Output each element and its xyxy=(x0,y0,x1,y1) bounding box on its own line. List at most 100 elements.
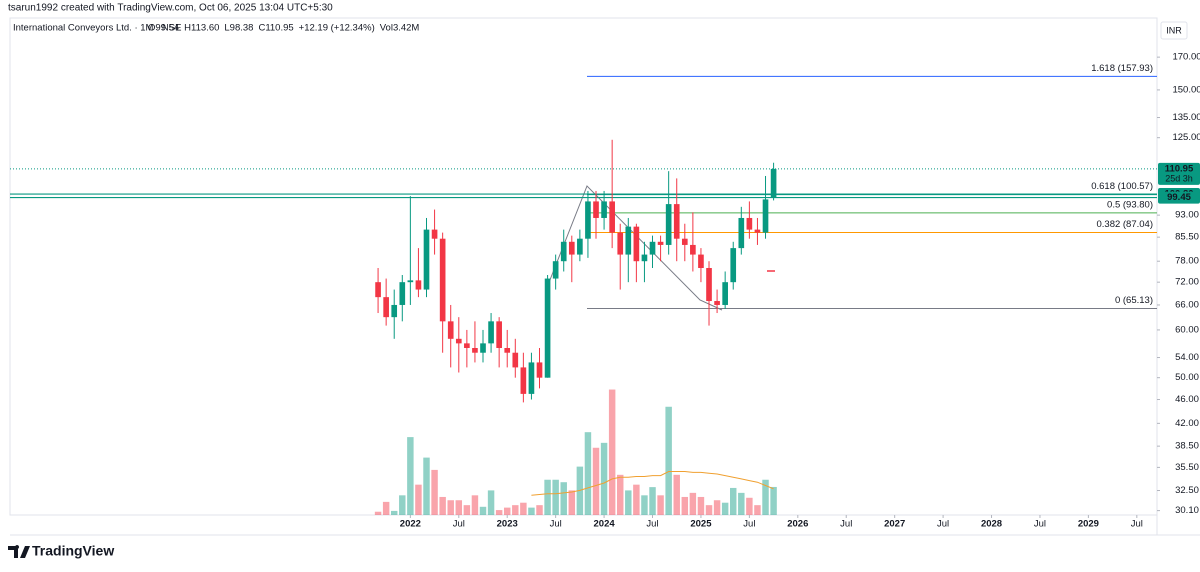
candle-body xyxy=(415,280,422,290)
volume-bar xyxy=(592,447,600,515)
candle-body xyxy=(480,343,486,353)
volume-bar xyxy=(374,511,382,515)
volume-bar xyxy=(681,496,689,515)
candle-body xyxy=(706,268,712,302)
x-tick-label: Jul xyxy=(743,519,755,530)
volume-bar xyxy=(560,482,567,515)
y-tick-label: 35.50 xyxy=(1175,462,1199,473)
legend-item: H113.60 xyxy=(184,23,219,34)
candle-body xyxy=(665,204,672,245)
volume-bar xyxy=(770,486,777,515)
y-tick-label: 78.00 xyxy=(1175,256,1199,267)
candle-body xyxy=(520,367,527,394)
candle-body xyxy=(649,241,656,255)
header: tsarun1992 created with TradingView.com,… xyxy=(8,3,333,14)
fib-label: 1.618 (157.93) xyxy=(1091,63,1153,74)
price-tag xyxy=(1158,191,1200,204)
candle-body xyxy=(577,238,583,255)
y-tick-label: 150.00 xyxy=(1172,84,1200,95)
x-tick-label: Jul xyxy=(453,519,465,530)
candle-body xyxy=(431,229,438,239)
volume-bar xyxy=(608,389,616,515)
candle-body xyxy=(560,241,567,262)
y-tick-label: 72.00 xyxy=(1175,277,1199,288)
volume-bar xyxy=(390,510,398,515)
brand-logo xyxy=(8,545,30,558)
y-tick-label: 135.00 xyxy=(1172,112,1200,123)
candle-body xyxy=(690,244,696,255)
volume-bar xyxy=(665,406,672,515)
volume-bar xyxy=(407,437,414,515)
volume-bar xyxy=(536,505,543,515)
volume-bar xyxy=(568,490,576,515)
candle-body xyxy=(625,226,632,255)
y-tick-label: 93.00 xyxy=(1175,210,1199,221)
volume-bar xyxy=(439,496,446,515)
price-tag-label: 99.45 xyxy=(1167,192,1191,203)
volume-bar xyxy=(641,495,648,515)
volume-bar xyxy=(713,500,721,515)
volume-ma-line xyxy=(531,471,774,496)
volume-bar xyxy=(471,495,479,515)
candle-body xyxy=(770,168,777,198)
y-tick-label: 170.00 xyxy=(1172,52,1200,63)
legend-item: Vol3.42M xyxy=(380,23,420,34)
x-tick-label: 2024 xyxy=(594,519,616,530)
volume-bar xyxy=(423,457,430,515)
candle-body xyxy=(488,321,494,344)
y-tick-label: 85.50 xyxy=(1175,232,1199,243)
candle-body xyxy=(375,282,381,298)
candle-body xyxy=(528,362,535,394)
y-tick-label: 46.00 xyxy=(1175,394,1199,405)
currency-box[interactable] xyxy=(1160,21,1188,40)
x-tick-label: Jul xyxy=(646,519,658,530)
candle-body xyxy=(383,297,389,318)
x-tick-label: 2022 xyxy=(400,519,421,530)
x-tick-label: Jul xyxy=(840,519,852,530)
candle-body xyxy=(698,254,704,269)
fib-label: 0.5 (93.80) xyxy=(1107,199,1153,210)
volume-bar xyxy=(649,487,656,515)
candle-body xyxy=(544,278,551,378)
candle-body xyxy=(552,261,559,279)
candle-body xyxy=(399,282,406,305)
candle-body xyxy=(714,301,720,305)
candle-body xyxy=(568,241,575,255)
candle-body xyxy=(455,338,462,344)
volume-bar xyxy=(552,479,559,515)
volume-bar xyxy=(415,484,422,515)
candle-body xyxy=(464,343,470,348)
zigzag-drawing xyxy=(545,185,723,311)
y-tick-label: 50.00 xyxy=(1175,372,1199,383)
volume-bar xyxy=(721,502,729,515)
fib-label: 0.618 (100.57) xyxy=(1091,181,1153,192)
volume-bar xyxy=(544,479,551,515)
volume-bar xyxy=(528,507,535,515)
volume-bar xyxy=(382,501,390,515)
volume-bar xyxy=(633,484,640,515)
x-tick-label: 2029 xyxy=(1078,519,1099,530)
volume-bar xyxy=(673,474,680,515)
candle-body xyxy=(512,352,519,368)
x-tick-label: 2028 xyxy=(981,519,1002,530)
volume-bar xyxy=(625,490,632,515)
volume-bar xyxy=(746,497,753,515)
volume-bar xyxy=(600,442,608,515)
y-tick-label: 125.00 xyxy=(1172,132,1200,143)
candle-body xyxy=(391,304,398,318)
volume-bar xyxy=(689,492,697,515)
candle-body xyxy=(633,226,640,262)
volume-bar xyxy=(503,507,511,515)
volume-bar xyxy=(520,502,527,515)
candle-body xyxy=(504,347,511,353)
volume-bar xyxy=(431,469,438,515)
candle-body xyxy=(762,199,769,233)
y-tick-label: 32.50 xyxy=(1175,485,1199,496)
legend-item: L98.38 xyxy=(224,23,253,34)
candle-body xyxy=(722,282,728,305)
volume-bar xyxy=(495,510,503,515)
volume-bar xyxy=(584,432,592,515)
price-tag-label: 110.95 xyxy=(1165,163,1194,174)
volume-bar xyxy=(730,487,737,515)
